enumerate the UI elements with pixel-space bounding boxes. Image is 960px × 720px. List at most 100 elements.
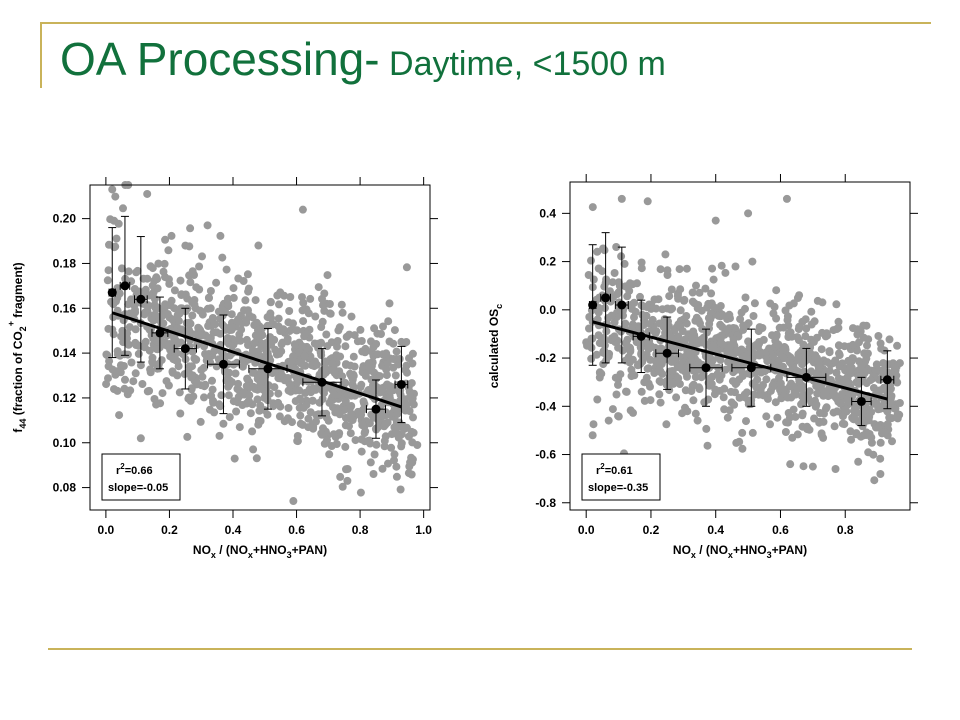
scatter-point — [879, 359, 888, 368]
binned-point — [786, 347, 827, 407]
scatter-point — [625, 358, 634, 367]
scatter-point — [164, 246, 173, 255]
scatter-point — [816, 409, 824, 417]
binned-point — [107, 227, 117, 359]
scatter-point — [406, 393, 414, 401]
y-tick-label: 0.08 — [53, 481, 77, 495]
scatter-point — [337, 300, 346, 309]
slide-title-main: OA Processing- — [60, 33, 380, 85]
scatter-point — [858, 422, 867, 431]
scatter-point — [298, 306, 307, 315]
scatter-point — [297, 342, 306, 350]
y-label-part: calculated OS — [487, 309, 501, 388]
scatter-point — [849, 324, 857, 333]
scatter-point — [119, 204, 127, 213]
fit-line — [111, 311, 402, 409]
scatter-point — [194, 323, 203, 332]
binned-marker — [701, 363, 711, 373]
scatter-point — [709, 275, 718, 284]
scatter-point — [675, 352, 684, 361]
scatter-point — [383, 381, 392, 390]
scatter-point — [192, 377, 201, 386]
scatter-point — [176, 276, 185, 285]
scatter-point — [126, 386, 135, 395]
scatter-point — [110, 216, 119, 225]
scatter-point — [587, 334, 596, 343]
scatter-point — [692, 313, 701, 322]
scatter-point — [719, 393, 728, 402]
scatter-point — [298, 205, 307, 214]
scatter-point — [669, 379, 678, 388]
y-tick-label: 0.0 — [539, 303, 556, 317]
scatter-point — [716, 386, 725, 395]
scatter-point — [382, 371, 391, 380]
scatter-point — [732, 378, 741, 387]
scatter-point — [176, 338, 185, 347]
scatter-point — [291, 397, 300, 406]
scatter-point — [187, 385, 196, 394]
scatter-point — [177, 325, 186, 334]
scatter-point — [330, 390, 338, 399]
scatter-point — [779, 323, 788, 332]
scatter-point — [643, 364, 652, 373]
scatter-point — [370, 450, 379, 459]
scatter-point — [833, 407, 842, 416]
scatter-point — [860, 349, 869, 358]
scatter-point — [152, 400, 161, 409]
scatter-point — [166, 301, 175, 310]
y-axis-label: calculated OSc — [487, 304, 504, 388]
scatter-point — [267, 340, 276, 349]
binned-point — [588, 244, 598, 366]
scatter-point — [155, 359, 163, 368]
scatter-point — [234, 274, 243, 283]
scatter-point — [143, 189, 152, 198]
scatter-point — [781, 428, 790, 436]
binned-point — [133, 236, 148, 363]
binned-marker — [882, 375, 892, 385]
scatter-point — [225, 380, 234, 389]
scatter-point — [655, 365, 664, 374]
scatter-point — [612, 243, 621, 251]
scatter-point — [795, 384, 804, 393]
scatter-point — [838, 390, 846, 399]
scatter-point — [248, 368, 257, 377]
scatter-point — [309, 384, 318, 393]
scatter-point — [366, 458, 375, 467]
scatter-point — [251, 296, 260, 305]
scatter-point — [159, 319, 168, 328]
scatter-point — [813, 354, 821, 363]
scatter-point — [748, 428, 757, 437]
scatter-point — [637, 258, 646, 267]
scatter-point — [772, 314, 781, 323]
scatter-point — [299, 360, 308, 369]
scatter-point — [830, 422, 839, 431]
scatter-point — [729, 367, 738, 375]
scatter-point — [885, 335, 894, 344]
scatter-point — [838, 419, 847, 428]
scatter-point — [136, 361, 145, 370]
scatter-point — [195, 262, 204, 271]
f44-chart: 0.0 0.2 0.4 0.6 0.8 1.0 0.08 0.10 0.12 0.14 0.16 0.… — [6, 177, 438, 560]
scatter-point — [324, 416, 333, 425]
scatter-point — [107, 297, 116, 306]
binned-point — [302, 348, 342, 417]
y-tick-label: 0.12 — [53, 391, 77, 405]
scatter-point — [630, 371, 639, 380]
scatter-point — [832, 325, 841, 333]
scatter-point — [284, 404, 293, 412]
scatter-point — [759, 391, 768, 400]
x-tick-label: 0.6 — [772, 523, 789, 537]
scatter-point — [779, 362, 787, 371]
scatter-point — [117, 264, 126, 273]
scatter-point — [724, 357, 732, 366]
scatter-point — [709, 341, 718, 350]
scatter-point — [108, 185, 117, 194]
scatter-point — [254, 241, 263, 250]
scatter-point — [205, 335, 214, 344]
scatter-point — [880, 428, 889, 436]
scatter-point — [408, 349, 417, 358]
scatter-point — [254, 352, 263, 361]
scatter-point — [122, 337, 131, 346]
scatter-point — [350, 331, 359, 340]
scatter-point — [215, 431, 224, 440]
